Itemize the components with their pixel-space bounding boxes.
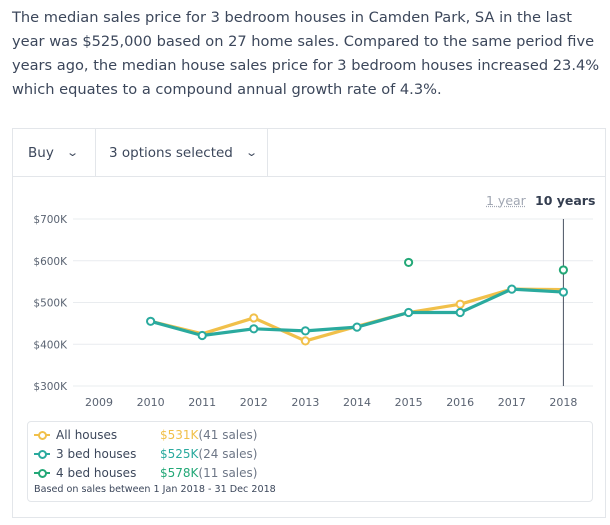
x-tick-label: 2013: [291, 396, 319, 409]
chevron-down-icon: ⌄: [65, 146, 79, 159]
data-point: [300, 326, 310, 336]
x-tick-label: 2010: [137, 396, 165, 409]
x-tick-label: 2014: [343, 396, 371, 409]
buy-dropdown[interactable]: Buy ⌄: [13, 129, 96, 176]
range-1-year-link[interactable]: 1 year: [486, 193, 526, 208]
chart-card: Buy ⌄ 3 options selected ⌄ 1 year 10 yea…: [12, 128, 606, 518]
x-tick-label: 2012: [240, 396, 268, 409]
legend-note: Based on sales between 1 Jan 2018 - 31 D…: [34, 484, 276, 495]
legend-item-all-houses[interactable]: All houses $531K (41 sales): [34, 428, 257, 442]
legend-sales: (11 sales): [198, 466, 258, 480]
x-tick-label: 2011: [188, 396, 216, 409]
y-tick-label: $300K: [33, 381, 68, 393]
data-point: [352, 322, 362, 332]
x-tick-label: 2015: [395, 396, 423, 409]
buy-dropdown-label: Buy: [28, 144, 54, 161]
options-dropdown[interactable]: 3 options selected ⌄: [96, 129, 268, 176]
data-point: [455, 307, 465, 318]
data-point: [507, 284, 517, 294]
legend-sales: (41 sales): [198, 428, 258, 442]
options-dropdown-label: 3 options selected: [109, 144, 233, 161]
data-point: [558, 287, 569, 297]
intro-paragraph: The median sales price for 3 bedroom hou…: [12, 9, 600, 98]
legend-label: 4 bed houses: [56, 466, 137, 480]
legend-value: $531K: [160, 428, 199, 442]
data-point: [404, 257, 414, 268]
chart-legend: All houses $531K (41 sales) 3 bed houses…: [27, 421, 593, 502]
data-point: [455, 299, 465, 309]
data-point: [249, 324, 259, 334]
data-point: [146, 316, 156, 326]
legend-value: $525K: [160, 447, 199, 461]
y-tick-label: $400K: [33, 339, 68, 351]
chart-controls: Buy ⌄ 3 options selected ⌄: [13, 129, 605, 177]
legend-label: 3 bed houses: [56, 447, 137, 461]
y-tick-label: $600K: [33, 256, 68, 268]
x-tick-label: 2016: [446, 396, 474, 409]
y-tick-label: $500K: [33, 298, 68, 310]
data-point: [404, 307, 414, 318]
x-tick-label: 2018: [549, 396, 577, 409]
chevron-down-icon: ⌄: [245, 146, 258, 159]
data-point: [249, 313, 259, 323]
sales-price-chart: $300K $400K $500K $600K $700K 2009 2010 2011 201…: [33, 214, 593, 409]
line-marker-icon: [34, 449, 50, 459]
line-marker-icon: [34, 430, 50, 440]
y-tick-label: $700K: [33, 214, 68, 226]
legend-value: $578K: [160, 466, 199, 480]
legend-sales: (24 sales): [198, 447, 258, 461]
legend-label: All houses: [56, 428, 118, 442]
x-tick-label: 2009: [85, 396, 113, 409]
data-point: [558, 265, 569, 275]
range-10-years-tab[interactable]: 10 years: [535, 193, 596, 208]
legend-item-4-bed-houses[interactable]: 4 bed houses $578K (11 sales): [34, 466, 257, 480]
x-tick-label: 2017: [498, 396, 526, 409]
data-point: [197, 330, 207, 341]
legend-item-3-bed-houses[interactable]: 3 bed houses $525K (24 sales): [34, 447, 257, 461]
data-point: [300, 336, 310, 346]
line-marker-icon: [34, 468, 50, 478]
